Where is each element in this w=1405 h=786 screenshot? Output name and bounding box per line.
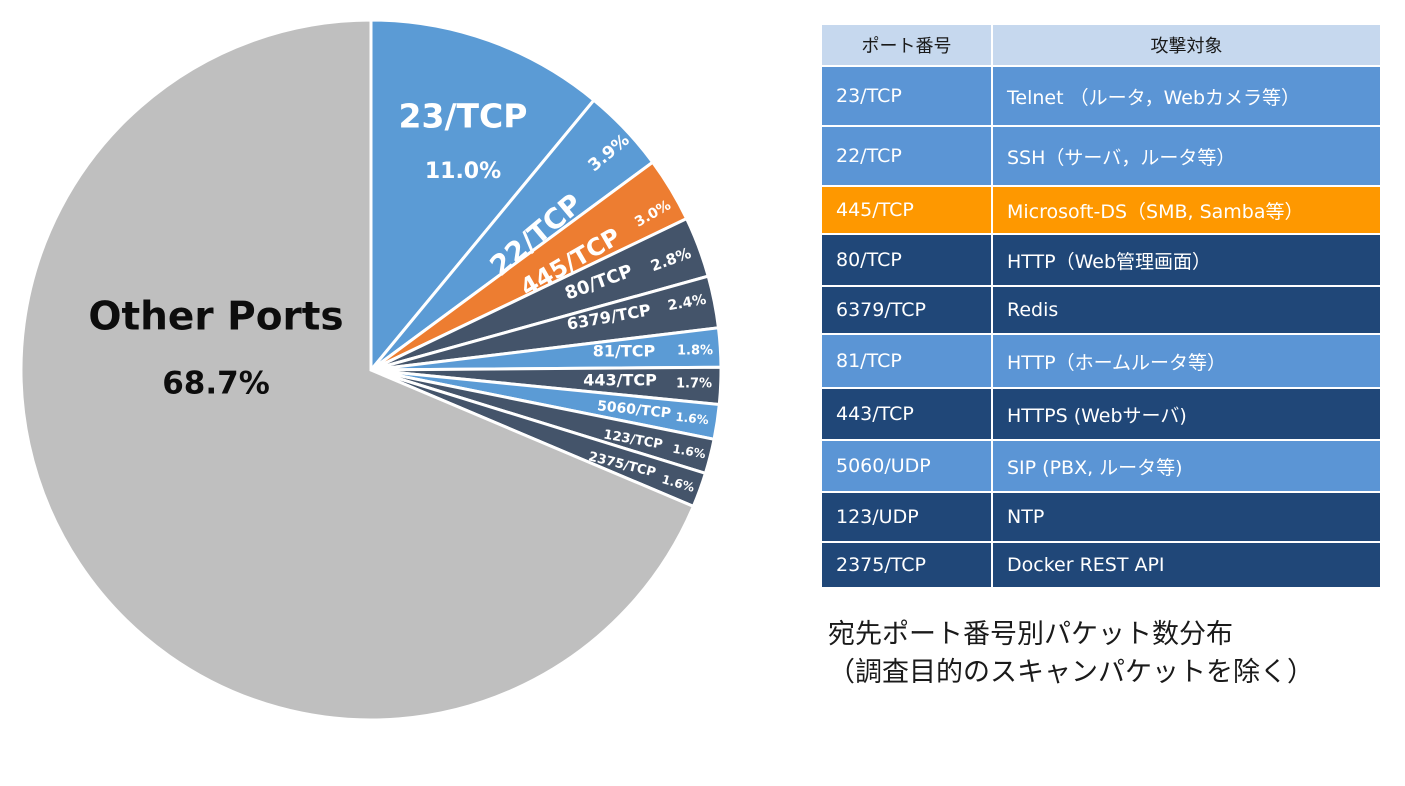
- slice-label: 23/TCP: [399, 97, 528, 136]
- target-cell: Docker REST API: [991, 541, 1382, 589]
- slice-value-label: 2.4%: [666, 292, 707, 314]
- table-header-row: ポート番号 攻撃対象: [820, 23, 1382, 67]
- port-cell: 443/TCP: [820, 387, 993, 441]
- target-cell: NTP: [991, 491, 1382, 543]
- port-cell: 81/TCP: [820, 333, 993, 389]
- port-cell: 2375/TCP: [820, 541, 993, 589]
- slice-label: 443/TCP: [583, 371, 657, 390]
- table-row: 81/TCP HTTP（ホームルータ等）: [820, 333, 1382, 389]
- pie-slice: [19, 18, 696, 722]
- port-cell: 445/TCP: [820, 185, 993, 235]
- slice-value-label: 1.6%: [671, 442, 706, 462]
- header-port: ポート番号: [820, 23, 993, 67]
- target-cell: Microsoft-DS（SMB, Samba等）: [991, 185, 1382, 235]
- chart-caption: 宛先ポート番号別パケット数分布 （調査目的のスキャンパケットを除く）: [828, 616, 1388, 692]
- port-cell: 80/TCP: [820, 233, 993, 287]
- caption-line-1: 宛先ポート番号別パケット数分布: [828, 619, 1233, 650]
- pie-chart: 23/TCP11.0%22/TCP3.9%445/TCP3.0%80/TCP2.…: [19, 18, 723, 722]
- slice-label: 5060/TCP: [596, 398, 671, 422]
- slice-value-label: 68.7%: [162, 366, 270, 402]
- table-row: 445/TCP Microsoft-DS（SMB, Samba等）: [820, 185, 1382, 235]
- table-row: 443/TCP HTTPS (Webサーバ): [820, 387, 1382, 441]
- port-cell: 123/UDP: [820, 491, 993, 543]
- slice-label: Other Ports: [88, 295, 343, 340]
- target-cell: HTTP（ホームルータ等）: [991, 333, 1382, 389]
- target-cell: Redis: [991, 285, 1382, 335]
- table-row: 6379/TCP Redis: [820, 285, 1382, 335]
- slice-value-label: 11.0%: [425, 159, 501, 184]
- table-row: 5060/UDP SIP (PBX, ルータ等): [820, 439, 1382, 493]
- port-cell: 22/TCP: [820, 125, 993, 187]
- caption-line-2: （調査目的のスキャンパケットを除く）: [828, 657, 1314, 688]
- target-cell: Telnet （ルータ，Webカメラ等）: [991, 65, 1382, 127]
- slice-value-label: 1.8%: [677, 344, 713, 359]
- target-cell: HTTP（Web管理画面）: [991, 233, 1382, 287]
- port-cell: 6379/TCP: [820, 285, 993, 335]
- table-row: 2375/TCP Docker REST API: [820, 541, 1382, 589]
- target-cell: SSH（サーバ，ルータ等）: [991, 125, 1382, 187]
- slice-value-label: 1.6%: [675, 410, 710, 427]
- port-cell: 23/TCP: [820, 65, 993, 127]
- slice-label: 81/TCP: [593, 342, 656, 361]
- table-row: 22/TCP SSH（サーバ，ルータ等）: [820, 125, 1382, 187]
- header-target: 攻撃対象: [991, 23, 1382, 67]
- pie-slice: [369, 18, 597, 375]
- port-table: ポート番号 攻撃対象 23/TCP Telnet （ルータ，Webカメラ等） 22/…: [820, 23, 1382, 589]
- port-cell: 5060/UDP: [820, 439, 993, 493]
- table-row: 23/TCP Telnet （ルータ，Webカメラ等）: [820, 65, 1382, 127]
- target-cell: SIP (PBX, ルータ等): [991, 439, 1382, 493]
- table-row: 123/UDP NTP: [820, 491, 1382, 543]
- target-cell: HTTPS (Webサーバ): [991, 387, 1382, 441]
- table-row: 80/TCP HTTP（Web管理画面）: [820, 233, 1382, 287]
- slice-value-label: 1.7%: [676, 377, 712, 392]
